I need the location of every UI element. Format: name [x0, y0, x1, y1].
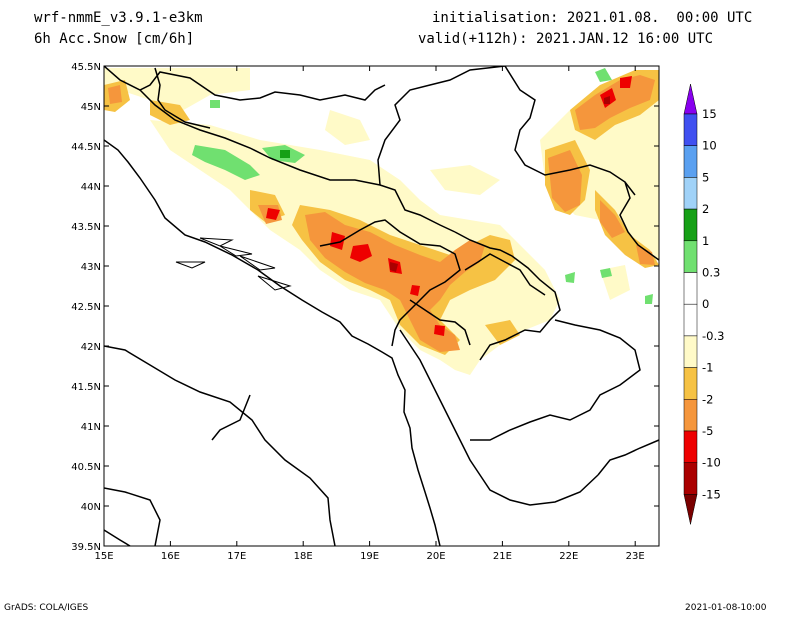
lat-label: 43.5N [71, 222, 101, 233]
lat-label: 40N [81, 502, 101, 513]
snow-field [104, 68, 659, 375]
lon-label: 18E [294, 551, 313, 562]
legend-arrow-bottom [683, 494, 698, 525]
initialisation-time: initialisation: 2021.01.08. 00:00 UTC [432, 10, 753, 26]
model-title: wrf-nmmE_v3.9.1-e3km [34, 10, 203, 26]
lon-label: 22E [559, 551, 578, 562]
footer-credit: GrADS: COLA/IGES [4, 603, 89, 613]
legend-swatch [683, 367, 698, 400]
legend-swatch [683, 208, 698, 242]
legend-swatch [683, 430, 698, 463]
legend-label: -15 [702, 487, 721, 501]
lat-label: 44.5N [71, 142, 101, 153]
footer-timestamp: 2021-01-08-10:00 [685, 603, 767, 613]
legend-label: 5 [702, 170, 709, 184]
legend-label: 0.3 [702, 266, 720, 280]
lat-label: 45N [81, 102, 101, 113]
legend-label: -1 [702, 361, 713, 375]
legend-swatch [683, 399, 698, 432]
legend-swatch [683, 303, 698, 337]
lat-label: 41N [81, 422, 101, 433]
lat-label: 44N [81, 182, 101, 193]
legend-label: -2 [702, 392, 713, 406]
lon-label: 19E [360, 551, 379, 562]
lat-label: 42N [81, 342, 101, 353]
legend-swatch [683, 240, 698, 273]
lat-label: 39.5N [71, 542, 101, 553]
legend-label: -0.3 [702, 329, 724, 343]
legend-swatch [683, 145, 698, 178]
variable-title: 6h Acc.Snow [cm/6h] [34, 31, 195, 47]
lon-label: 16E [161, 551, 180, 562]
legend-arrow-top [683, 83, 698, 115]
legend-swatch [683, 113, 698, 146]
legend-swatch [683, 177, 698, 210]
legend-swatch [683, 462, 698, 495]
legend-swatch [683, 272, 698, 305]
lon-label: 20E [426, 551, 445, 562]
legend-label: 1 [702, 234, 709, 248]
valid-time: valid(+112h): 2021.JAN.12 16:00 UTC [418, 31, 714, 47]
legend-labels: 15 10 5 2 1 0.3 0 -0.3 -1 -2 -5 -10 -15 [702, 107, 724, 501]
lat-label: 45.5N [71, 62, 101, 73]
legend-swatch [683, 335, 698, 368]
lon-label: 17E [227, 551, 246, 562]
map-borders [104, 66, 659, 546]
lon-label: 15E [94, 551, 113, 562]
legend-label: 2 [702, 202, 709, 216]
legend-label: -5 [702, 424, 713, 438]
lat-label: 43N [81, 262, 101, 273]
lat-label: 41.5N [71, 382, 101, 393]
legend-label: -10 [702, 456, 721, 470]
axis-ticks [103, 65, 659, 547]
longitude-labels: 15E 16E 17E 18E 19E 20E 21E 22E 23E [94, 551, 644, 562]
legend-label: 10 [702, 139, 717, 153]
lat-label: 42.5N [71, 302, 101, 313]
color-legend [683, 83, 698, 525]
lon-label: 21E [493, 551, 512, 562]
legend-label: 15 [702, 107, 717, 121]
lat-label: 40.5N [71, 462, 101, 473]
lon-label: 23E [626, 551, 645, 562]
legend-label: 0 [702, 297, 709, 311]
latitude-labels: 45.5N 45N 44.5N 44N 43.5N 43N 42.5N 42N 41.5N 41N… [71, 62, 101, 553]
islands [175, 237, 292, 291]
